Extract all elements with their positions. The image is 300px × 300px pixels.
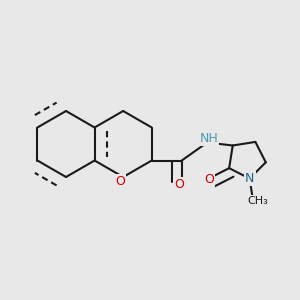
Text: O: O [115, 175, 125, 188]
Text: O: O [204, 173, 214, 186]
Text: N: N [245, 172, 254, 185]
Text: O: O [174, 178, 184, 191]
Text: NH: NH [200, 131, 218, 145]
Text: CH₃: CH₃ [247, 196, 268, 206]
